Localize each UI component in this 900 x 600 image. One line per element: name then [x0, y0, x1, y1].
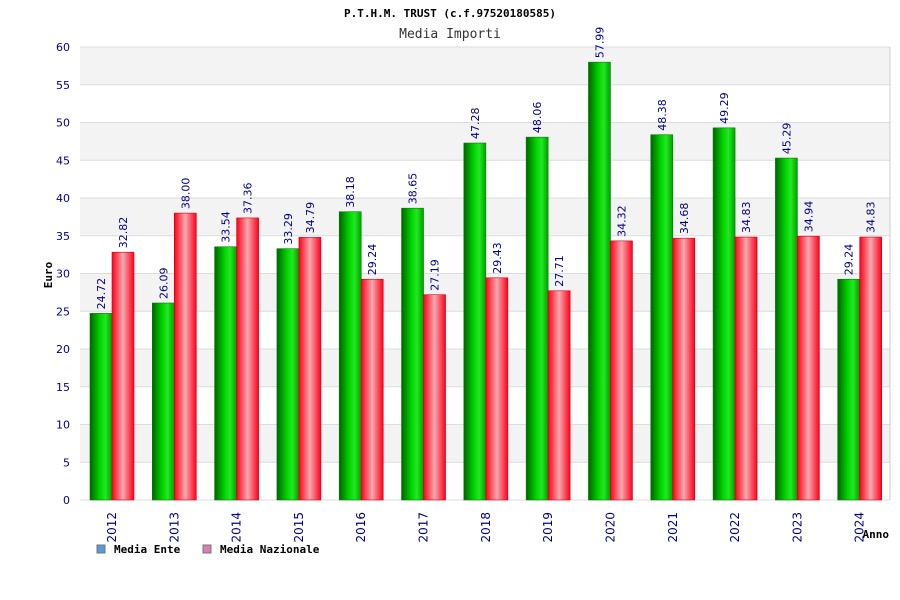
bar-media-ente: [463, 142, 487, 501]
bars: 24.72 32.82 26.09 38.00 33.54 37.36 33.29 34.79…: [89, 27, 882, 501]
bar-media-nazionale: [859, 236, 882, 501]
bar-media-ente: [650, 134, 674, 501]
bar-label-media-ente: 33.29: [282, 213, 295, 245]
bar-label-media-nazionale: 27.19: [429, 259, 442, 291]
legend-label-media-ente: Media Ente: [114, 543, 181, 556]
bar-media-nazionale: [360, 278, 384, 501]
legend-swatch-media-nazionale: [202, 544, 212, 554]
y-tick-label: 40: [56, 192, 70, 205]
plot-band: [80, 47, 890, 85]
x-tick-label: 2022: [728, 512, 742, 543]
bar-label-media-ente: 49.29: [718, 92, 731, 124]
bar-media-nazionale: [734, 236, 758, 501]
bar-media-nazionale: [236, 217, 259, 501]
bar-label-media-nazionale: 34.83: [865, 202, 878, 234]
bar-media-nazionale: [547, 290, 571, 501]
y-tick-label: 0: [63, 494, 70, 507]
x-axis-label: Anno: [863, 528, 890, 541]
bar-label-media-ente: 29.24: [843, 244, 856, 276]
bar-label-media-ente: 33.54: [220, 211, 233, 243]
bar-media-ente: [338, 211, 362, 501]
x-tick-label: 2015: [292, 512, 306, 543]
y-tick-label: 60: [56, 41, 70, 54]
bar-label-media-ente: 47.28: [469, 108, 482, 140]
legend-label-media-nazionale: Media Nazionale: [220, 543, 320, 556]
x-tick-label: 2019: [541, 512, 555, 543]
y-tick-label: 25: [56, 305, 70, 318]
x-tick-label: 2017: [417, 512, 431, 543]
x-tick-label: 2012: [105, 512, 119, 543]
y-tick-label: 45: [56, 154, 70, 167]
bar-label-media-ente: 38.65: [407, 173, 420, 205]
bar-media-ente: [525, 136, 549, 501]
y-axis-label: Euro: [42, 261, 55, 288]
legend-swatch-media-ente: [96, 544, 106, 554]
bar-media-ente: [401, 207, 424, 501]
plot-band: [80, 84, 890, 123]
bar-media-ente: [152, 302, 175, 501]
bar-label-media-nazionale: 27.71: [553, 255, 566, 287]
y-tick-label: 35: [56, 230, 70, 243]
bar-label-media-ente: 48.38: [656, 99, 669, 131]
bar-media-ente: [588, 61, 611, 501]
bar-media-nazionale: [797, 235, 820, 501]
chart-title: P.T.H.M. TRUST (c.f.97520180585): [344, 7, 556, 20]
bar-label-media-nazionale: 32.82: [117, 217, 130, 249]
bar-label-media-ente: 26.09: [157, 268, 170, 300]
bar-media-nazionale: [174, 212, 197, 501]
y-tick-label: 20: [56, 343, 70, 356]
x-tick-label: 2016: [354, 512, 368, 543]
y-tick-label: 10: [56, 419, 70, 432]
bar-media-ente: [712, 127, 736, 501]
y-axis: 0 5 10 15 20 25 30 35 40 45 50 55 60: [56, 41, 70, 507]
y-tick-label: 15: [56, 381, 70, 394]
bar-label-media-ente: 24.72: [95, 278, 108, 310]
y-tick-label: 55: [56, 79, 70, 92]
bar-label-media-nazionale: 37.36: [242, 182, 255, 214]
y-tick-label: 30: [56, 268, 70, 281]
bar-label-media-nazionale: 29.24: [366, 244, 379, 276]
chart-subtitle: Media Importi: [399, 27, 501, 42]
x-tick-label: 2024: [853, 512, 867, 543]
x-tick-label: 2020: [603, 512, 617, 543]
bar-media-nazionale: [298, 237, 322, 501]
x-tick-label: 2018: [479, 512, 493, 543]
bar-label-media-ente: 38.18: [344, 176, 357, 208]
y-tick-label: 5: [63, 456, 70, 469]
x-tick-label: 2013: [167, 512, 181, 543]
bar-media-nazionale: [485, 277, 509, 501]
bar-label-media-ente: 48.06: [531, 102, 544, 134]
bar-label-media-ente: 45.29: [780, 123, 793, 155]
x-tick-label: 2014: [230, 512, 244, 543]
bar-label-media-nazionale: 34.79: [304, 202, 317, 234]
bar-media-ente: [775, 157, 798, 501]
bar-label-media-ente: 57.99: [593, 27, 606, 59]
x-axis: 2012 2013 2014 2015 2016 2017 2018 2019 2020 2021…: [105, 512, 867, 543]
bar-label-media-nazionale: 38.00: [179, 178, 192, 210]
bar-label-media-nazionale: 34.94: [802, 201, 815, 233]
bar-label-media-nazionale: 29.43: [491, 242, 504, 274]
legend: Media Ente Media Nazionale: [96, 543, 320, 556]
bar-label-media-nazionale: 34.68: [678, 203, 691, 235]
x-tick-label: 2021: [666, 512, 680, 543]
bar-media-nazionale: [610, 240, 633, 501]
bar-media-nazionale: [672, 237, 696, 501]
bar-media-ente: [89, 313, 113, 501]
bar-media-ente: [837, 278, 860, 501]
y-tick-label: 50: [56, 117, 70, 130]
bar-label-media-nazionale: 34.83: [740, 202, 753, 234]
bar-media-ente: [214, 246, 237, 501]
bar-media-nazionale: [111, 251, 135, 501]
x-tick-label: 2023: [790, 512, 804, 543]
bar-media-nazionale: [423, 294, 446, 501]
bar-label-media-nazionale: 34.32: [615, 205, 628, 237]
bar-media-ente: [276, 248, 300, 501]
